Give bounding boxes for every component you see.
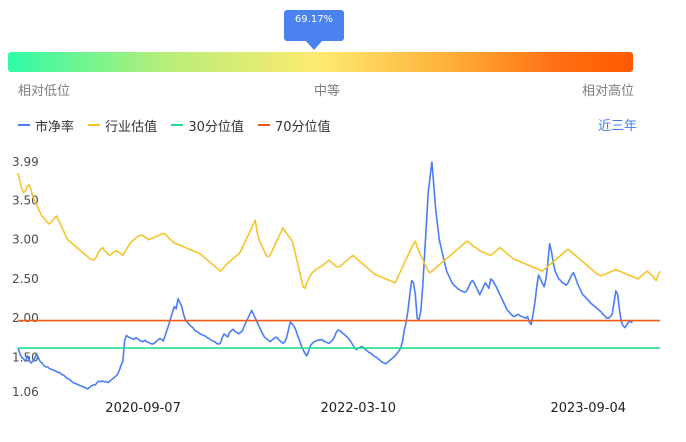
percentile-value: 69.17% (294, 14, 334, 25)
mid-label: 中等 (314, 84, 341, 99)
legend-item-p70[interactable]: 70分位值 (258, 116, 331, 135)
industry-line (17, 172, 661, 290)
legend-swatch-industry (88, 124, 101, 126)
low-label: 相对低位 (18, 84, 71, 99)
y-tick-label: 3.00 (12, 233, 39, 247)
pb-line (17, 161, 633, 390)
y-tick-label: 2.00 (12, 311, 39, 325)
legend-label-p30: 30分位值 (188, 119, 244, 135)
y-tick-label: 3.99 (12, 155, 39, 169)
x-tick-label: 2022-03-10 (321, 401, 397, 416)
percentile-tooltip: 69.17% (284, 10, 344, 41)
legend-label-pb: 市净率 (35, 119, 75, 135)
legend-item-industry[interactable]: 行业估值 (88, 116, 157, 135)
legend-label-p70: 70分位值 (275, 119, 331, 135)
high-label: 相对高位 (582, 84, 635, 99)
legend-swatch-p70 (258, 124, 270, 126)
legend-item-p30[interactable]: 30分位值 (171, 116, 244, 135)
legend-label-industry: 行业估值 (105, 119, 158, 135)
period-selector[interactable]: 近三年 (598, 119, 638, 134)
x-tick-label: 2020-09-07 (105, 401, 181, 416)
percentile-gradient-bar (8, 52, 633, 72)
legend-swatch-pb (18, 124, 30, 126)
chart-legend: 市净率 行业估值 30分位值 70分位值 (18, 115, 341, 135)
legend-swatch-p30 (171, 124, 184, 126)
y-tick-label: 1.06 (12, 385, 39, 399)
legend-item-pb[interactable]: 市净率 (18, 116, 74, 135)
tooltip-pointer (305, 40, 323, 50)
x-tick-label: 2023-09-04 (550, 401, 626, 416)
y-tick-label: 2.50 (12, 272, 39, 286)
